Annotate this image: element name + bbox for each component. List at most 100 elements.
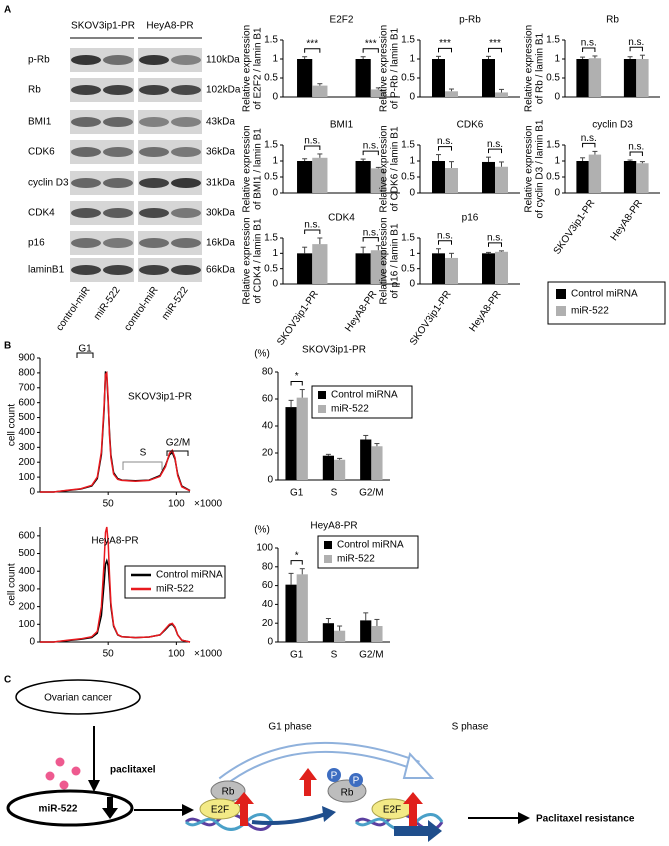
phospho-label: P	[331, 771, 338, 782]
lane-label: miR-522	[92, 285, 123, 323]
chart-title: p-Rb	[459, 15, 481, 26]
gate-bracket	[122, 461, 163, 470]
phospho-label: P	[353, 776, 360, 787]
y-tick-label: 1	[554, 54, 560, 65]
legend-box	[317, 535, 419, 569]
y-tick-label: 0	[554, 92, 560, 103]
significance-bracket	[362, 48, 379, 53]
y-tick-label: 0	[267, 637, 273, 648]
significance-bracket	[438, 146, 452, 151]
x-unit: ×1000	[194, 499, 223, 510]
arrow-head	[88, 780, 100, 792]
y-tick-label: 1.5	[546, 35, 560, 46]
cycle-arrow	[219, 743, 420, 785]
protein-label: Rb	[341, 788, 354, 799]
y-tick-label: 1	[554, 156, 560, 167]
y-tick-label: 400	[18, 427, 35, 438]
y-axis-label: Relative expression	[524, 25, 535, 112]
chart-title: HeyA8-PR	[310, 521, 357, 532]
bar	[432, 59, 445, 97]
bar	[370, 168, 386, 193]
blot-band	[139, 265, 169, 275]
y-tick-label: 1.5	[264, 233, 278, 244]
x-tick-label: SKOV3ip1-PR	[275, 289, 321, 348]
y-tick-label: 0	[409, 92, 415, 103]
x-tick-label: G2/M	[359, 488, 383, 499]
blot-band	[171, 265, 201, 275]
bar	[445, 91, 458, 97]
blot-band	[103, 238, 133, 248]
lane-label: control-miR	[54, 285, 92, 333]
y-tick-label: 0.5	[546, 73, 560, 84]
significance-label: n.s.	[581, 133, 597, 144]
y-tick-label: 20	[262, 618, 274, 629]
y-axis-label: of Rb / lamin B1	[535, 32, 546, 104]
blot-band	[103, 147, 133, 157]
y-axis-label: of p16 / lamin B1	[390, 223, 401, 298]
y-tick-label: 1.5	[546, 140, 560, 151]
y-tick-label: 300	[18, 442, 35, 453]
bar	[297, 253, 313, 284]
up-arrow	[299, 768, 317, 796]
y-tick-label: 0	[267, 475, 273, 486]
lane-label: miR-522	[160, 285, 191, 323]
bar	[312, 244, 328, 284]
blot-band	[171, 238, 201, 248]
bar	[370, 89, 386, 97]
significance-bracket	[629, 46, 643, 52]
legend-label: miR-522	[331, 404, 369, 415]
blot-strip	[138, 110, 202, 134]
blot-band	[171, 55, 201, 65]
legend-label: Control miRNA	[156, 570, 223, 581]
y-tick-label: 0	[272, 279, 278, 290]
y-tick-label: 1	[272, 248, 278, 259]
size-label: 43kDa	[206, 117, 235, 128]
bar	[296, 574, 308, 642]
y-unit: (%)	[254, 349, 270, 360]
blot-band	[103, 117, 133, 127]
dna	[184, 813, 274, 831]
phospho	[327, 768, 341, 782]
bar	[445, 257, 458, 284]
blot-band	[103, 55, 133, 65]
bar	[312, 157, 328, 193]
blot-band	[139, 85, 169, 95]
y-axis-label: Relative expression	[242, 125, 253, 212]
y-tick-label: 20	[262, 448, 274, 459]
protein-label: laminB1	[28, 265, 65, 276]
gate-bracket	[166, 450, 189, 456]
chart-title: BMI1	[330, 120, 354, 131]
y-tick-label: 100	[18, 472, 35, 483]
size-label: 31kDa	[206, 178, 235, 189]
blot-band	[139, 178, 169, 188]
y-tick-label: 1.5	[401, 233, 415, 244]
y-tick-label: 1.5	[401, 140, 415, 151]
y-tick-label: 300	[18, 584, 35, 595]
bar	[482, 253, 495, 284]
x-tick-label: HeyA8-PR	[343, 289, 379, 334]
y-tick-label: 0	[554, 188, 560, 199]
blot-band	[171, 178, 201, 188]
bar	[482, 161, 495, 193]
y-tick-label: 0	[409, 279, 415, 290]
y-tick-label: 0	[272, 188, 278, 199]
x-tick-label: 100	[168, 499, 185, 510]
panel-label: B	[4, 341, 11, 352]
up-arrow	[403, 792, 423, 826]
bar	[623, 161, 637, 193]
phospho	[349, 773, 363, 787]
y-tick-label: 1	[409, 156, 415, 167]
x-unit: ×1000	[194, 649, 223, 660]
bar	[482, 59, 495, 97]
bar	[355, 253, 371, 284]
bar	[576, 161, 589, 193]
protein-label: p16	[28, 238, 45, 249]
chart-title: p16	[462, 213, 479, 224]
x-tick-label: S	[331, 488, 338, 499]
up-arrow	[234, 792, 254, 826]
chart-title: Rb	[606, 15, 619, 26]
bar	[576, 59, 589, 97]
drug-dot	[71, 766, 81, 776]
x-tick-label: SKOV3ip1-PR	[552, 198, 598, 257]
x-tick-label: 50	[103, 499, 115, 510]
